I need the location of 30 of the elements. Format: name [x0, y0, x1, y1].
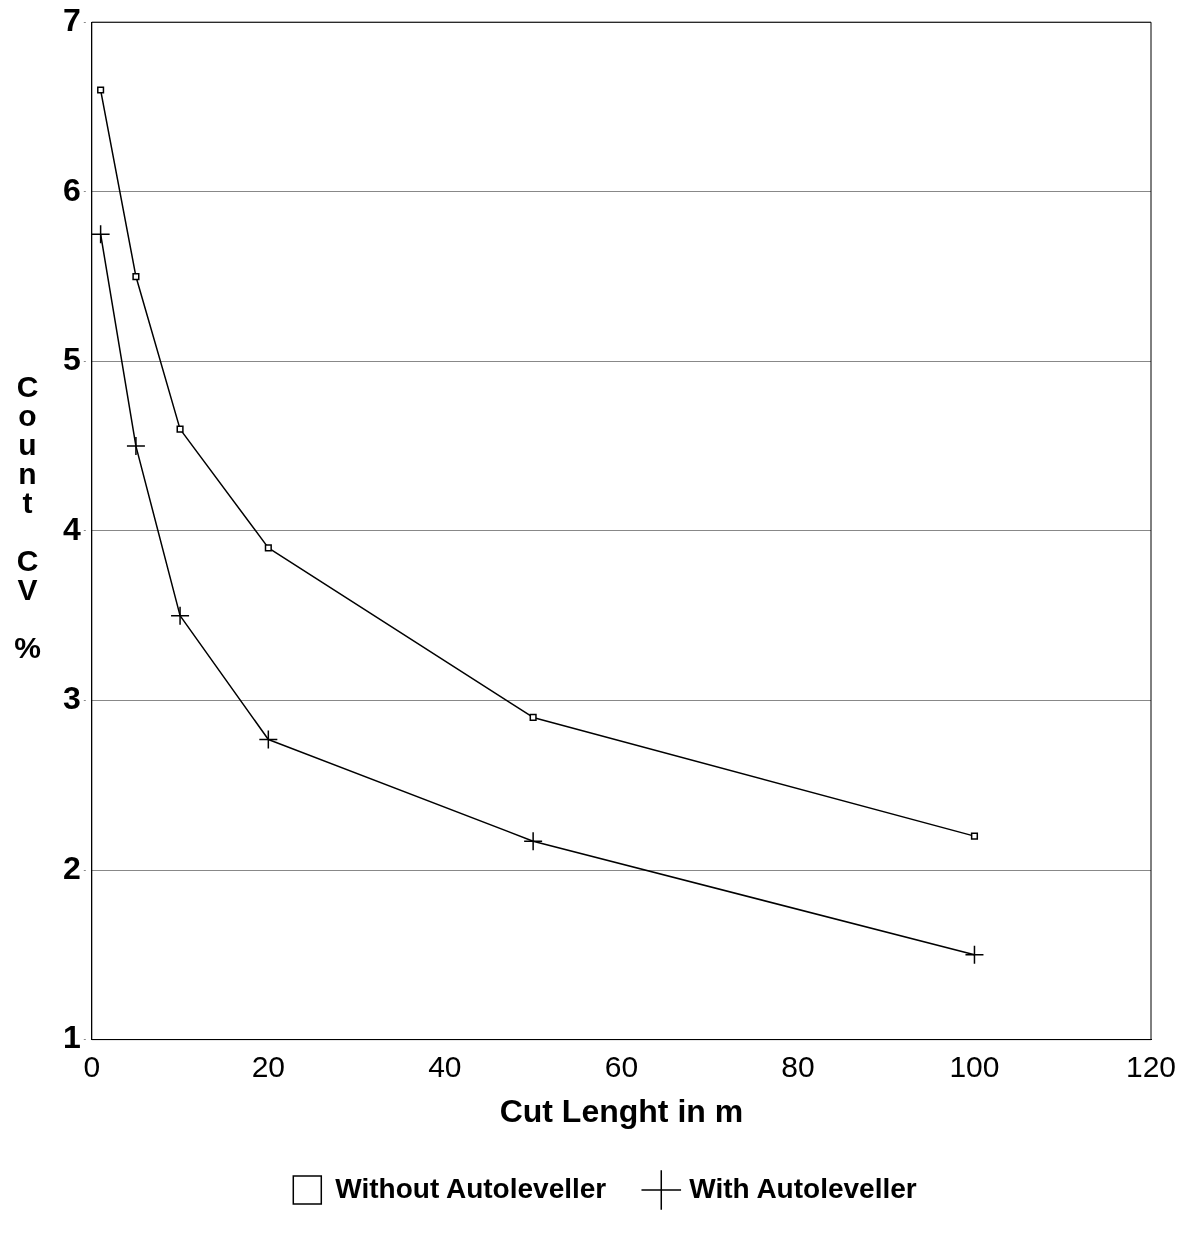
legend-label: Without Autoleveller — [335, 1172, 607, 1204]
point — [170, 605, 190, 626]
x-tick-label: 60 — [604, 1049, 639, 1083]
point — [964, 945, 985, 965]
x-axis-title: Cut Lenght in m — [499, 1092, 744, 1129]
y-tick-label: 6 — [63, 171, 81, 208]
point — [91, 224, 111, 244]
y-axis-title: Count CV % — [10, 370, 45, 660]
point — [523, 831, 543, 851]
x-tick-label: 20 — [251, 1049, 286, 1083]
x-tick-label: 40 — [428, 1049, 462, 1083]
point — [97, 86, 105, 94]
y-tick-label: 1 — [63, 1019, 81, 1056]
x-tick-label: 100 — [949, 1049, 1000, 1083]
point — [132, 272, 140, 281]
x-tick-label: 80 — [781, 1049, 815, 1083]
legend-label: With Autoleveller — [689, 1172, 917, 1204]
y-tick-label: 5 — [63, 341, 81, 378]
point — [264, 544, 272, 552]
y-tick-label: 2 — [63, 849, 81, 886]
x-tick-label: 0 — [83, 1049, 101, 1083]
x-tick-label: 120 — [1125, 1049, 1177, 1083]
point — [176, 425, 184, 433]
point — [126, 436, 146, 456]
point — [529, 713, 537, 721]
y-tick-label: 3 — [63, 680, 81, 717]
point — [970, 832, 979, 840]
point — [258, 729, 279, 750]
y-tick-label: 4 — [63, 510, 81, 547]
y-tick-label: 7 — [63, 2, 81, 39]
